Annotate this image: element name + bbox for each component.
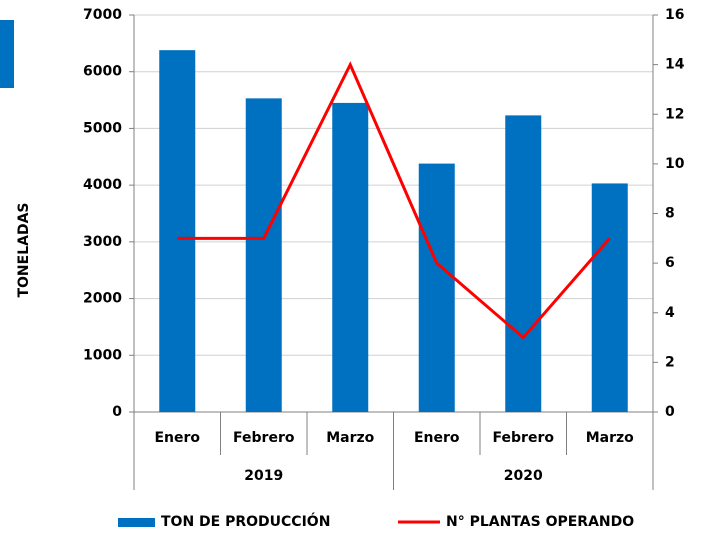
y-tick-label: 0 bbox=[112, 404, 122, 420]
x-tick-label: Enero bbox=[414, 430, 460, 446]
y2-tick-label: 12 bbox=[665, 106, 684, 122]
y2-tick-label: 14 bbox=[665, 57, 685, 73]
y2-tick-label: 6 bbox=[665, 255, 675, 271]
y2-tick-label: 0 bbox=[665, 404, 675, 420]
bar bbox=[505, 115, 542, 413]
y-tick-label: 4000 bbox=[83, 177, 122, 193]
bar bbox=[245, 98, 282, 413]
y2-tick-label: 2 bbox=[665, 354, 675, 370]
y2-tick-label: 4 bbox=[665, 305, 675, 321]
y-tick-label: 6000 bbox=[83, 64, 122, 80]
group-label: 2020 bbox=[504, 468, 543, 484]
group-label: 2019 bbox=[244, 468, 283, 484]
x-tick-label: Marzo bbox=[326, 430, 374, 446]
y-tick-label: 7000 bbox=[83, 7, 122, 23]
y2-tick-label: 10 bbox=[665, 156, 685, 172]
y-tick-label: 5000 bbox=[83, 120, 122, 136]
line bbox=[177, 61, 611, 340]
y-axis-label: TONELADAS bbox=[16, 202, 32, 297]
y-tick-label: 2000 bbox=[83, 291, 122, 307]
legend-label: TON DE PRODUCCIÓN bbox=[161, 512, 330, 530]
legend-label: N° PLANTAS OPERANDO bbox=[446, 514, 634, 530]
bar bbox=[332, 102, 369, 413]
x-tick-label: Marzo bbox=[586, 430, 634, 446]
x-tick-label: Enero bbox=[154, 430, 200, 446]
y-tick-label: 1000 bbox=[83, 347, 122, 363]
x-tick-label: Febrero bbox=[493, 430, 555, 446]
bar bbox=[591, 183, 628, 412]
x-tick-label: Febrero bbox=[233, 430, 295, 446]
y2-tick-label: 16 bbox=[665, 7, 684, 23]
bar bbox=[159, 50, 196, 413]
decoration bbox=[0, 20, 14, 88]
bar bbox=[418, 163, 455, 412]
legend-swatch bbox=[118, 518, 155, 527]
y-tick-label: 3000 bbox=[83, 234, 122, 250]
y2-tick-label: 8 bbox=[665, 206, 675, 222]
